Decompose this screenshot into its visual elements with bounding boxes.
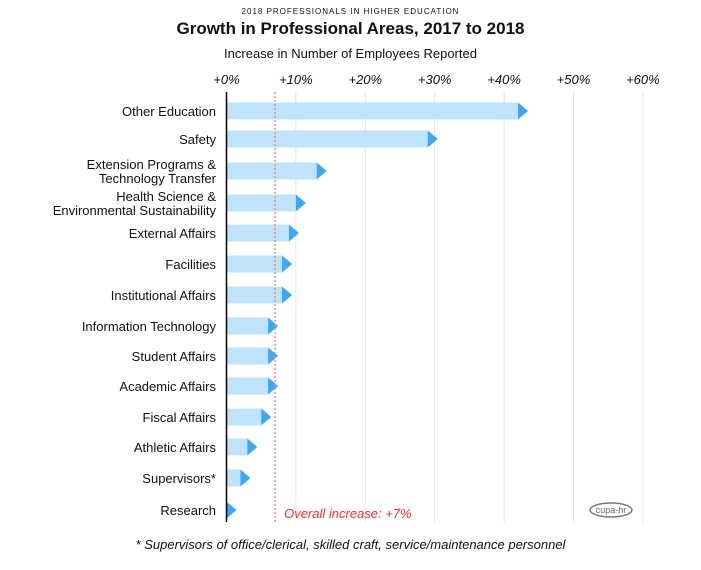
x-axis-label: Increase in Number of Employees Reported — [224, 46, 477, 61]
bar — [226, 317, 269, 335]
x-tick-label: +60% — [626, 72, 660, 87]
chart-title: Growth in Professional Areas, 2017 to 20… — [176, 19, 525, 38]
bar-arrow — [288, 224, 299, 242]
category-label: Facilities — [165, 257, 216, 272]
bar — [226, 469, 241, 487]
bar — [226, 408, 262, 426]
bar-arrow — [247, 438, 258, 456]
bar — [226, 194, 296, 212]
x-tick-label: +10% — [279, 72, 313, 87]
chart-kicker: 2018 PROFESSIONALS IN HIGHER EDUCATION — [241, 7, 460, 16]
category-label: Research — [160, 503, 216, 518]
logo: cupa-hr — [596, 505, 627, 515]
bar — [226, 162, 317, 180]
category-label: Environmental Sustainability — [53, 203, 217, 218]
bar — [226, 377, 269, 395]
category-label: Fiscal Affairs — [143, 410, 217, 425]
category-label: Technology Transfer — [99, 171, 217, 186]
bar-arrow — [316, 162, 327, 180]
x-tick-label: +0% — [213, 72, 239, 87]
bar-arrow — [517, 102, 528, 120]
category-label: Information Technology — [82, 319, 217, 334]
category-label: Extension Programs & — [87, 157, 217, 172]
category-label: Athletic Affairs — [134, 440, 217, 455]
bar — [226, 224, 289, 242]
category-label: External Affairs — [129, 226, 217, 241]
x-tick-label: +40% — [487, 72, 521, 87]
bar-arrow — [240, 469, 251, 487]
category-label: Other Education — [122, 104, 216, 119]
bar — [226, 438, 248, 456]
x-tick-label: +20% — [348, 72, 382, 87]
bar-arrow — [268, 347, 279, 365]
bar-arrow — [282, 255, 293, 273]
x-tick-label: +30% — [418, 72, 452, 87]
category-label: Academic Affairs — [119, 379, 216, 394]
category-label: Safety — [179, 132, 216, 147]
bar — [226, 347, 269, 365]
bar-arrow — [282, 286, 293, 304]
bar-arrow — [268, 317, 279, 335]
bar-arrow — [268, 377, 279, 395]
bar — [226, 286, 283, 304]
x-tick-label: +50% — [557, 72, 591, 87]
category-label: Health Science & — [116, 189, 216, 204]
overall-increase-label: Overall increase: +7% — [284, 506, 412, 521]
footnote: * Supervisors of office/clerical, skille… — [135, 537, 566, 552]
category-label: Institutional Affairs — [111, 288, 217, 303]
bar — [226, 130, 428, 148]
bar-arrow — [427, 130, 438, 148]
bar-arrow — [295, 194, 306, 212]
bar-arrow — [226, 501, 237, 519]
bar-arrow — [261, 408, 272, 426]
category-label: Student Affairs — [132, 349, 217, 364]
category-label: Supervisors* — [142, 471, 216, 486]
bar — [226, 102, 518, 120]
logo-ellipse — [589, 502, 633, 518]
bar — [226, 255, 283, 273]
